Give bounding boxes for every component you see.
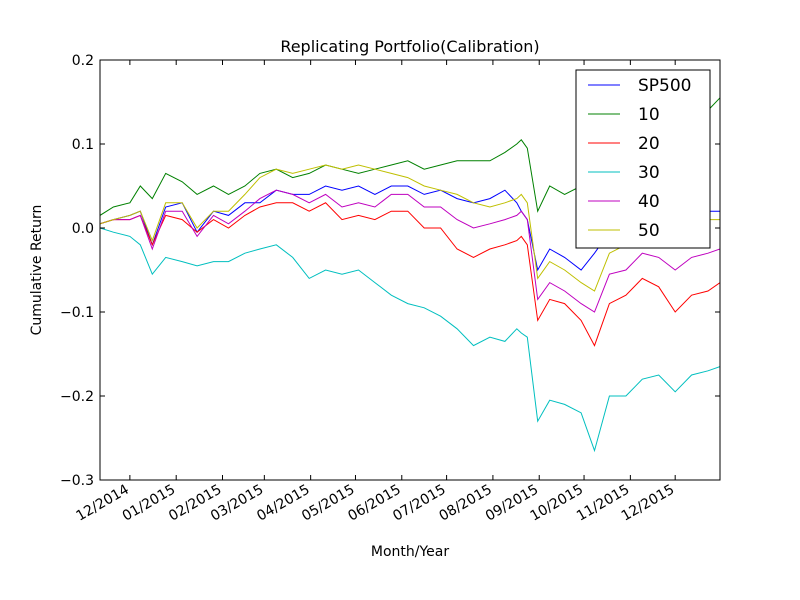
series-line-20	[100, 202, 720, 347]
legend-label-10: 10	[638, 105, 660, 125]
legend-box	[575, 69, 711, 249]
legend-label-20: 20	[638, 134, 660, 154]
y-tick-label: 0.1	[72, 137, 94, 153]
legend-label-50: 50	[638, 221, 660, 241]
y-axis-label: Cumulative Return	[29, 205, 45, 336]
legend-label-40: 40	[638, 192, 660, 212]
y-tick-label: 0.2	[72, 53, 94, 69]
series-layer	[100, 97, 720, 453]
y-tick-label: −0.3	[60, 473, 94, 489]
series-line-50	[100, 164, 720, 292]
legend-label-30: 30	[638, 163, 660, 183]
y-tick-label: 0.0	[72, 221, 94, 237]
series-line-30	[100, 227, 720, 453]
y-tick-label: −0.2	[60, 389, 94, 405]
chart-title: Replicating Portfolio(Calibration)	[280, 37, 539, 56]
legend-label-sp500: SP500	[638, 76, 692, 96]
y-tick-label: −0.1	[60, 305, 94, 321]
y-axis: 0.2 0.1 0.0 −0.1 −0.2 −0.3	[60, 53, 720, 489]
legend: SP500 10 20 30 40 50	[575, 69, 711, 249]
plot-frame	[99, 59, 721, 481]
x-axis-label: Month/Year	[371, 544, 449, 560]
series-line-40	[100, 189, 720, 313]
